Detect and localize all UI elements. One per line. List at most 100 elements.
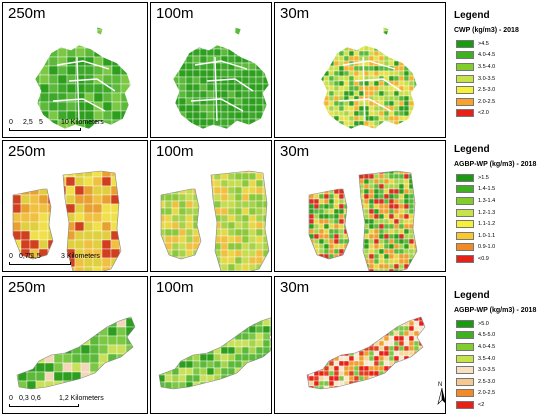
map-cell xyxy=(85,129,94,138)
map-cell xyxy=(403,70,410,77)
map-cell xyxy=(129,177,138,186)
map-cell xyxy=(434,101,439,106)
map-cell xyxy=(227,118,236,127)
map-cell xyxy=(130,39,139,48)
map-cell xyxy=(334,31,339,36)
map-cell xyxy=(270,173,272,180)
map-cell xyxy=(379,41,384,46)
map-cell xyxy=(270,201,272,208)
map-cell xyxy=(48,56,59,67)
map-cell xyxy=(319,174,324,179)
map-cell xyxy=(363,80,370,87)
map-cell xyxy=(349,199,354,204)
map-cell xyxy=(413,120,417,127)
map-cell xyxy=(319,111,324,116)
map-cell xyxy=(255,242,264,251)
map-cell xyxy=(234,193,243,202)
map-cell xyxy=(263,21,270,28)
map-cell xyxy=(309,249,314,254)
map-cell xyxy=(334,21,339,26)
map-cell xyxy=(314,131,319,136)
map-cell xyxy=(324,126,329,131)
map-cell xyxy=(255,179,264,188)
map-cell xyxy=(158,126,165,133)
map-cell xyxy=(93,83,104,94)
map-cell xyxy=(193,180,200,187)
map-cell xyxy=(66,56,77,67)
map-cell xyxy=(348,110,355,117)
map-cell xyxy=(179,35,186,42)
map-cell xyxy=(323,125,330,129)
map-cell xyxy=(213,90,222,99)
map-cell xyxy=(172,42,179,49)
map-cell xyxy=(333,213,340,220)
map-cell xyxy=(304,126,309,131)
map-cell xyxy=(429,244,434,249)
map-cell xyxy=(424,61,429,66)
map-cell xyxy=(299,26,304,31)
map-cell xyxy=(207,28,214,35)
map-cell xyxy=(318,198,325,205)
map-cell xyxy=(299,126,304,131)
map-cell xyxy=(419,41,424,46)
map-cell xyxy=(409,126,414,131)
map-graphic xyxy=(22,21,148,138)
map-cell xyxy=(22,57,31,66)
map-cell xyxy=(304,244,309,249)
map-cell xyxy=(129,222,138,231)
map-cell xyxy=(424,214,429,219)
map-cell xyxy=(373,85,380,92)
map-cell xyxy=(241,228,250,237)
map-cell xyxy=(165,264,172,271)
map-cell xyxy=(304,26,309,31)
map-cell xyxy=(158,105,165,112)
map-cell xyxy=(309,111,314,116)
map-cell xyxy=(323,75,330,82)
map-cell xyxy=(270,112,272,119)
map-cell xyxy=(38,189,49,196)
map-cell xyxy=(40,21,49,30)
map-cell xyxy=(200,271,207,272)
map-cell xyxy=(304,96,309,101)
map-cell xyxy=(328,85,335,92)
map-cell xyxy=(227,228,236,237)
map-cell xyxy=(185,69,194,78)
map-cell xyxy=(165,173,172,180)
map-cell xyxy=(179,264,186,271)
map-cell xyxy=(193,264,200,271)
map-cell xyxy=(241,48,250,57)
map-cell xyxy=(31,39,40,48)
map-cell xyxy=(165,133,172,138)
map-cell xyxy=(309,179,314,184)
map-cell xyxy=(299,91,304,96)
map-cell xyxy=(324,41,329,46)
map-cell xyxy=(424,26,429,31)
map-cell xyxy=(65,176,76,187)
map-cell xyxy=(139,39,148,48)
map-cell xyxy=(66,101,77,112)
map-cell xyxy=(414,214,419,219)
map-cell xyxy=(343,55,350,62)
map-cell xyxy=(207,222,214,229)
map-cell xyxy=(207,21,214,28)
map-cell xyxy=(339,169,344,174)
map-cell xyxy=(221,28,228,35)
map-cell xyxy=(343,189,349,195)
map-cell xyxy=(349,239,354,244)
map-cell xyxy=(255,62,264,71)
map-cell xyxy=(101,194,112,205)
map-cell xyxy=(83,203,94,214)
map-cell xyxy=(349,31,354,36)
map-cell xyxy=(333,100,340,107)
map-cell xyxy=(333,243,340,250)
map-cell xyxy=(92,171,103,178)
map-cell xyxy=(348,243,349,250)
map-cell xyxy=(262,270,269,271)
map-cell xyxy=(309,174,314,179)
map-cell xyxy=(348,238,349,245)
map-cell xyxy=(343,100,350,107)
map-cell xyxy=(329,26,334,31)
map-cell xyxy=(35,83,41,94)
map-cell xyxy=(119,239,121,250)
map-cell xyxy=(241,221,250,230)
